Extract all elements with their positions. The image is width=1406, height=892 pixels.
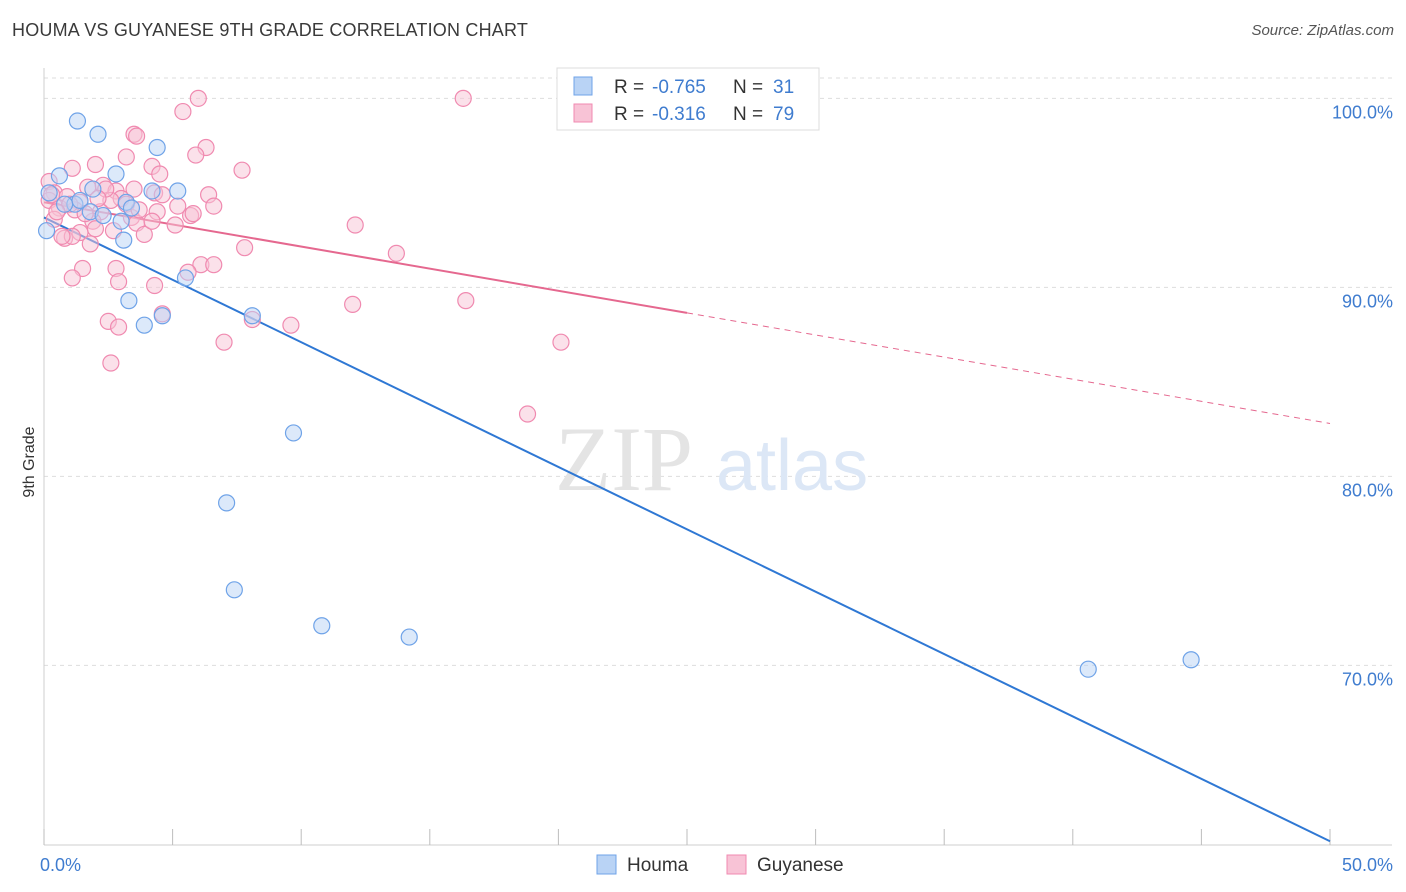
point-houma (50, 167, 69, 185)
point-houma (40, 184, 58, 202)
chart-title: HOUMA VS GUYANESE 9TH GRADE CORRELATION … (12, 20, 529, 40)
point-houma (176, 269, 195, 287)
point-houma (112, 212, 130, 230)
point-guyanese (552, 333, 570, 351)
watermark: ZIP atlas (555, 408, 868, 510)
point-guyanese (215, 333, 233, 351)
point-guyanese (387, 244, 405, 262)
point-guyanese (233, 161, 251, 179)
x-tick-label: 0.0% (40, 855, 81, 875)
watermark-atlas: atlas (716, 426, 868, 506)
point-guyanese (127, 127, 146, 145)
legend-r-label: R = (614, 77, 644, 98)
point-guyanese (86, 155, 105, 174)
point-houma (218, 494, 236, 512)
point-guyanese (135, 225, 153, 244)
point-guyanese (63, 159, 81, 177)
point-guyanese (518, 405, 537, 423)
legend-swatch-guyanese (573, 103, 593, 123)
tick-labels: 100.0% 90.0% 80.0% 70.0% 0.0% 50.0% (40, 102, 1393, 875)
point-guyanese (187, 146, 205, 164)
point-guyanese (166, 216, 184, 234)
point-guyanese (109, 318, 128, 336)
point-houma (68, 112, 87, 130)
point-houma (1079, 660, 1097, 678)
x-tick-label: 50.0% (1342, 855, 1393, 875)
legend-swatch-houma (596, 854, 617, 875)
point-guyanese (189, 89, 207, 107)
legend-n-value: 79 (773, 104, 794, 125)
point-houma (143, 182, 161, 200)
point-houma (148, 138, 166, 157)
y-tick-label: 90.0% (1342, 291, 1393, 311)
point-houma (107, 165, 125, 183)
y-tick-label: 70.0% (1342, 669, 1393, 689)
point-guyanese (174, 102, 192, 121)
series-legend: Houma Guyanese (596, 854, 844, 876)
point-guyanese (63, 269, 81, 287)
point-guyanese (236, 239, 254, 257)
legend-n-value: 31 (773, 77, 794, 98)
point-houma (169, 182, 187, 200)
point-houma (313, 617, 331, 635)
data-points (37, 89, 1200, 678)
y-tick-label: 80.0% (1342, 480, 1393, 500)
point-houma (120, 292, 138, 310)
point-houma (122, 199, 141, 217)
point-houma (94, 206, 112, 225)
legend-label-guyanese: Guyanese (757, 855, 844, 876)
legend-n-label: N = (733, 104, 763, 125)
watermark-zip: ZIP (555, 408, 693, 510)
point-guyanese (125, 180, 143, 198)
point-guyanese (143, 212, 161, 230)
legend-r-value: -0.316 (652, 104, 706, 125)
point-houma (135, 316, 153, 334)
point-guyanese (145, 276, 164, 295)
point-houma (225, 581, 243, 599)
y-axis-label: 9th Grade (21, 426, 38, 497)
point-guyanese (117, 148, 135, 166)
point-guyanese (53, 227, 71, 245)
point-houma (37, 222, 56, 240)
source-note: Source: ZipAtlas.com (1251, 22, 1394, 39)
point-guyanese (81, 235, 99, 253)
point-guyanese (151, 165, 169, 183)
point-houma (153, 307, 171, 325)
point-houma (55, 195, 74, 213)
legend-r-value: -0.765 (652, 77, 706, 98)
point-guyanese (205, 256, 223, 274)
trend-line-houma (43, 216, 1331, 843)
legend-swatch-houma (573, 76, 593, 96)
point-guyanese (102, 354, 120, 372)
point-houma (400, 628, 418, 646)
point-guyanese (346, 216, 364, 234)
y-tick-label: 100.0% (1332, 102, 1393, 122)
point-guyanese (184, 205, 202, 223)
point-guyanese (344, 295, 362, 313)
stats-legend: R = -0.765 N = 31 R = -0.316 N = 79 (556, 67, 820, 131)
point-houma (89, 125, 107, 143)
legend-swatch-guyanese (726, 854, 747, 875)
trend-lines (43, 201, 1331, 843)
point-houma (284, 424, 303, 442)
trend-line-extension-guyanese (686, 312, 1331, 424)
point-guyanese (457, 292, 475, 310)
point-guyanese (282, 316, 300, 334)
point-houma (243, 307, 261, 325)
point-houma (84, 180, 102, 198)
legend-label-houma: Houma (627, 855, 689, 876)
point-houma (1182, 651, 1200, 669)
point-guyanese (205, 197, 223, 215)
point-houma (115, 231, 133, 249)
point-guyanese (109, 273, 128, 291)
legend-n-label: N = (733, 77, 763, 98)
point-guyanese (454, 89, 472, 107)
legend-r-label: R = (614, 104, 644, 125)
